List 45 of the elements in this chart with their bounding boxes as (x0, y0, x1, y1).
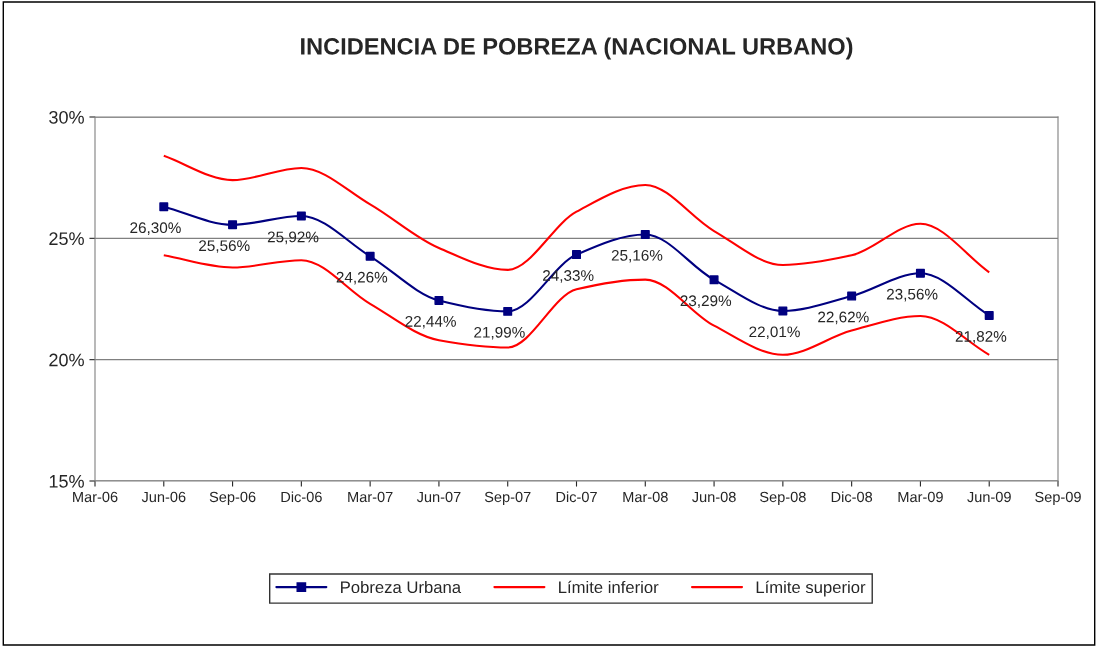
point (159, 202, 169, 212)
chart-title: INCIDENCIA DE POBREZA (NACIONAL URBANO) (301, 37, 853, 60)
x-tick-label: Jun-06 (141, 491, 186, 503)
point (434, 295, 444, 305)
legend-label: Límite inferior (559, 580, 659, 594)
point (984, 311, 994, 321)
x-tick-label: Dic-06 (281, 491, 322, 503)
point (228, 220, 238, 230)
x-tick-label: Jun-09 (967, 491, 1011, 503)
point (503, 306, 513, 316)
data-label: 24,26% (336, 271, 388, 285)
x-tick-label: Sep-06 (209, 491, 256, 506)
data-label: 21,99% (474, 326, 525, 340)
data-label: 25,16% (611, 249, 663, 263)
x-tick-label: Mar-09 (898, 491, 943, 503)
legend-label: Límite superior (756, 580, 866, 597)
data-label: 22,44% (405, 315, 456, 329)
x-tick-label: Sep-07 (484, 491, 531, 506)
y-tick-label: 30% (49, 110, 84, 124)
x-tick-label: Jun-07 (416, 491, 461, 503)
x-tick-label: Sep-09 (1035, 491, 1081, 506)
y-tick-label: 15% (49, 475, 84, 488)
data-label: 22,62% (818, 311, 869, 325)
data-label: 26,30% (130, 222, 181, 235)
point (778, 306, 788, 316)
point (847, 291, 857, 301)
point (365, 251, 375, 261)
point (572, 250, 581, 260)
data-label: 23,56% (886, 288, 938, 302)
x-tick-label: Mar-08 (623, 491, 668, 503)
x-tick-label: Jun-08 (692, 491, 736, 503)
data-label: 25,56% (199, 240, 250, 253)
y-tick-label: 25% (49, 232, 84, 246)
point (296, 211, 306, 221)
point (709, 275, 719, 285)
point (640, 229, 650, 239)
x-tick-label: Sep-08 (760, 491, 806, 506)
y-tick-label: 20% (49, 353, 84, 367)
point (915, 268, 925, 278)
data-label: 22,01% (749, 326, 800, 340)
x-tick-label: Mar-07 (348, 491, 393, 503)
x-tick-label: Mar-06 (73, 491, 118, 503)
legend-label: Pobreza Urbana (341, 580, 462, 594)
x-tick-label: Dic-08 (831, 491, 873, 503)
x-tick-label: Dic-07 (556, 491, 597, 503)
